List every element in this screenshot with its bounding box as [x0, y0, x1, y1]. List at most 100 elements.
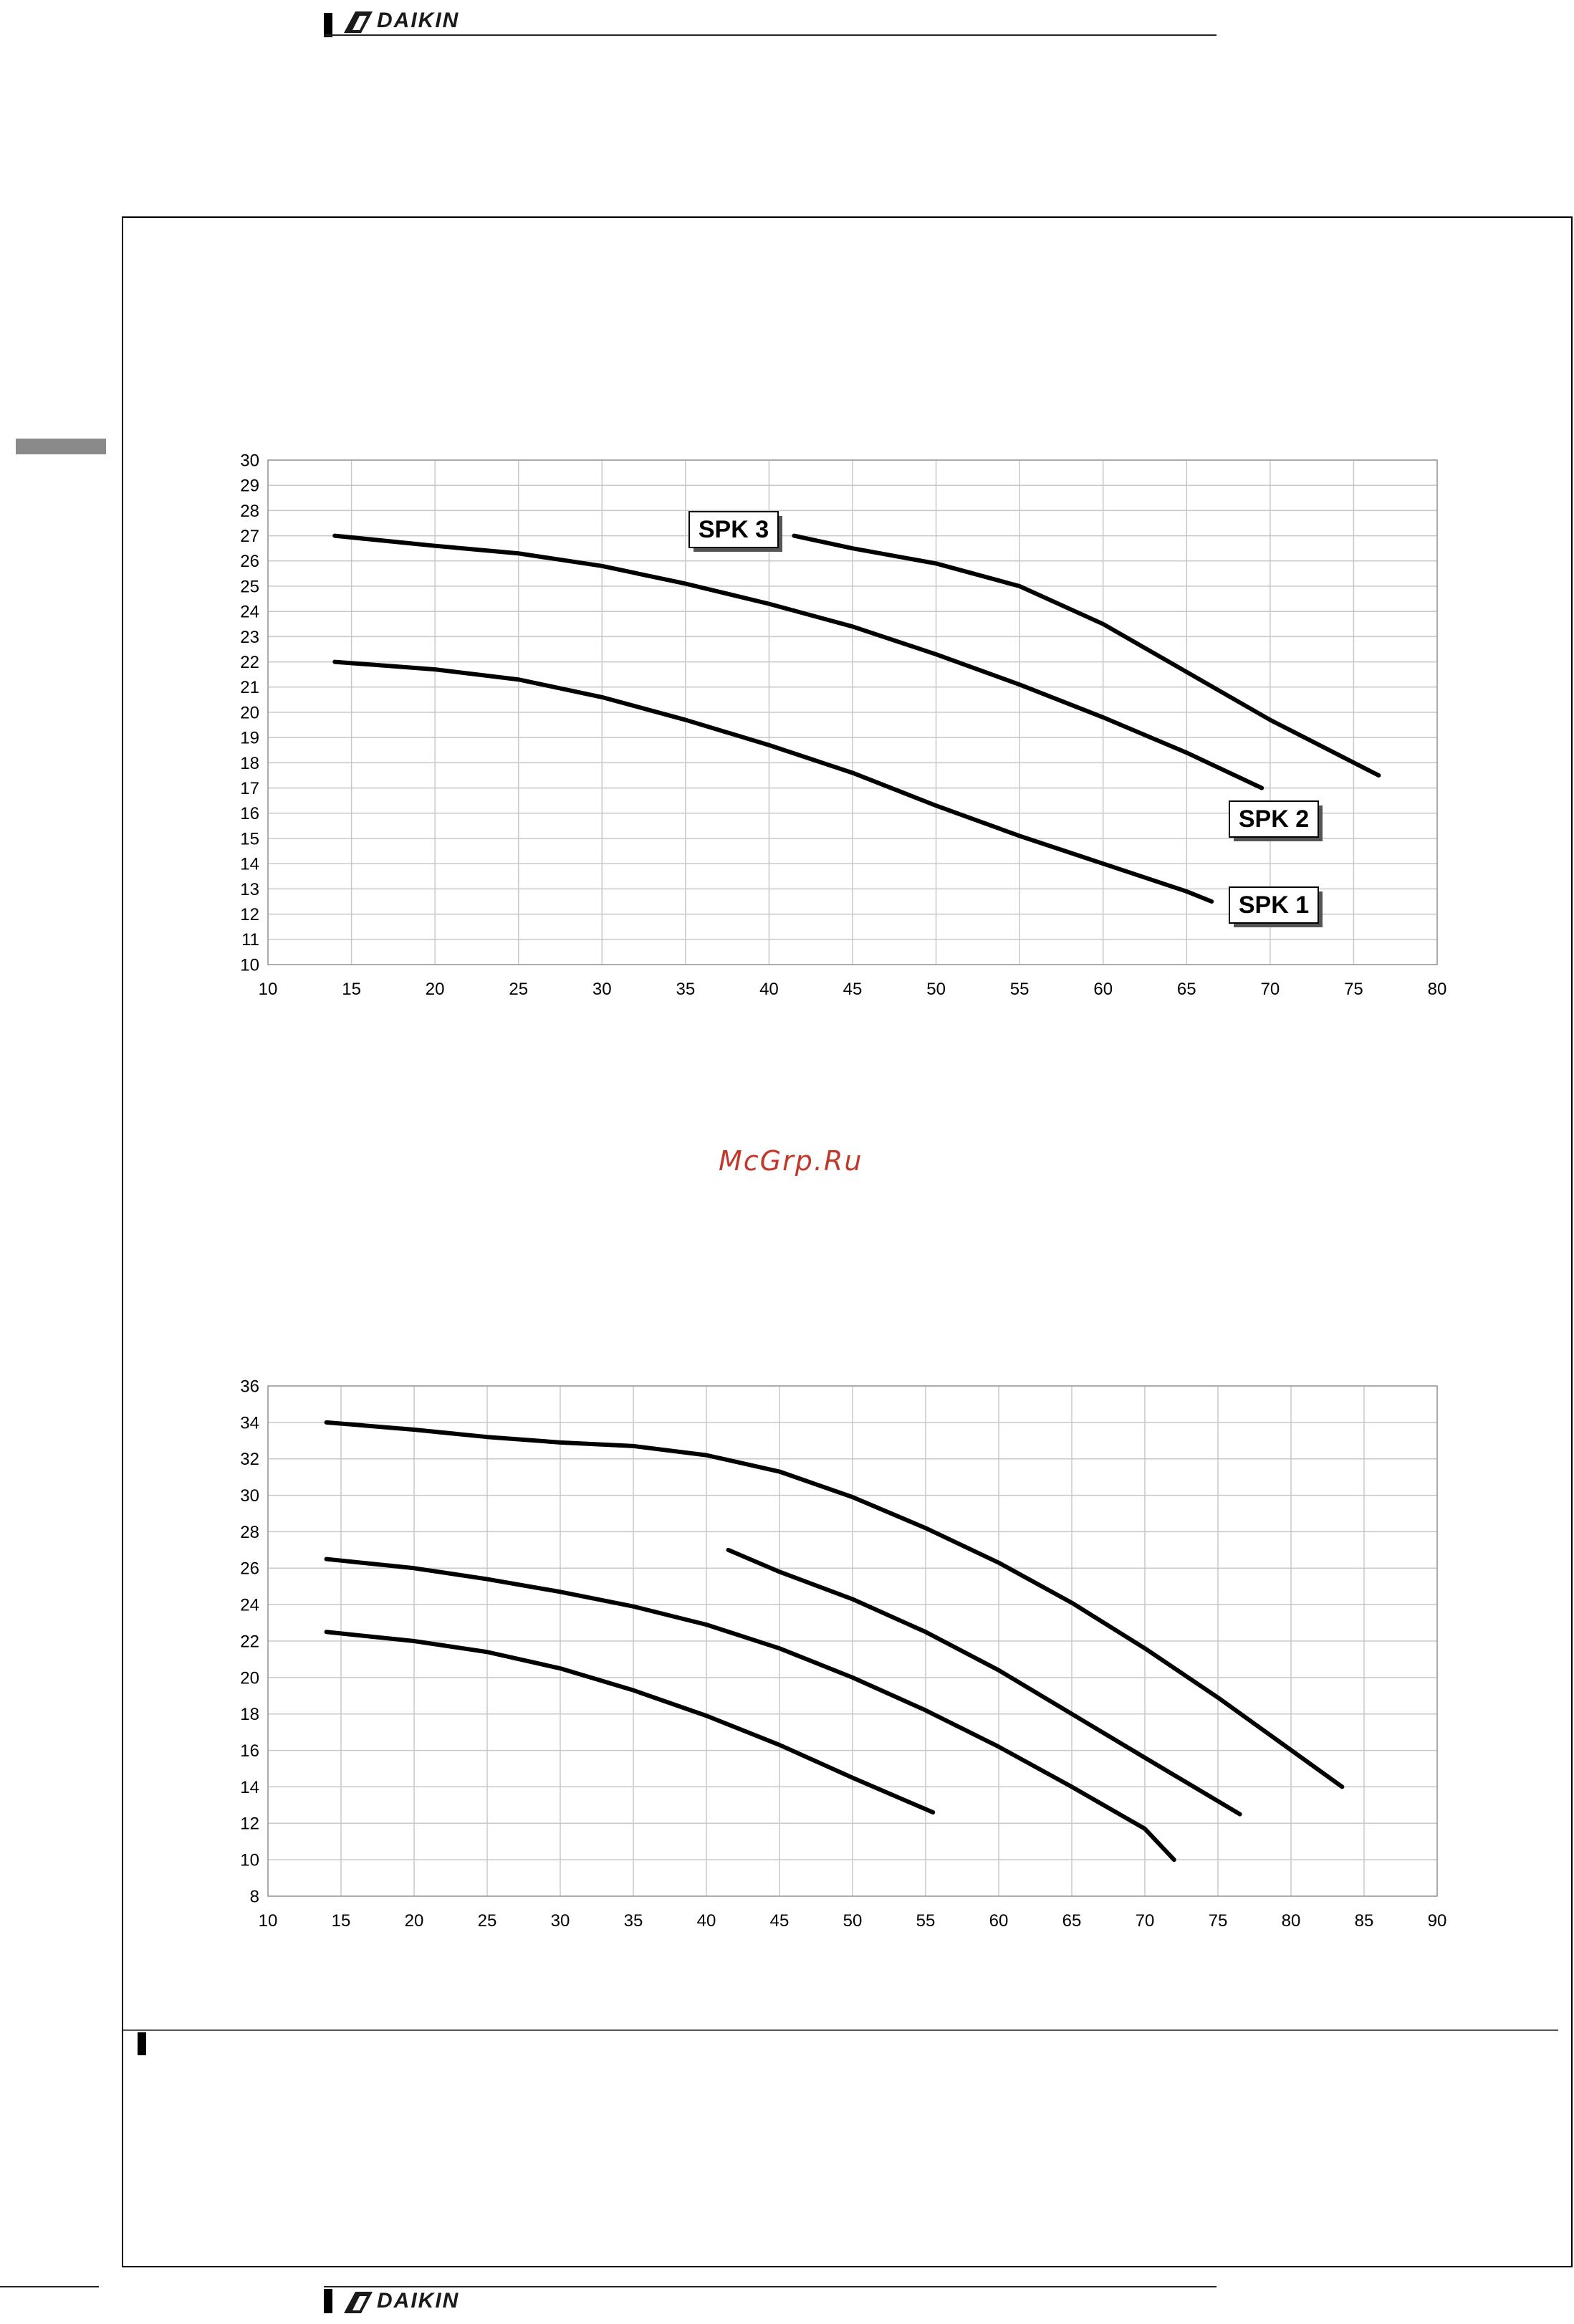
label-box: [1229, 800, 1319, 838]
label-text: SPK 3: [699, 516, 769, 543]
y-tick-label: 28: [240, 502, 259, 521]
y-tick-label: 12: [240, 1814, 259, 1834]
x-tick-label: 55: [1010, 980, 1030, 999]
x-tick-label: 70: [1261, 980, 1280, 999]
x-tick-label: 65: [1062, 1911, 1082, 1931]
y-tick-label: 23: [240, 628, 259, 647]
daikin-footer-logo-icon: [344, 2292, 373, 2313]
y-tick-label: 21: [240, 678, 259, 697]
x-tick-label: 40: [759, 980, 779, 999]
label-text: SPK 1: [1239, 891, 1309, 919]
y-tick-label: 36: [240, 1377, 259, 1396]
side-section-tab: [16, 439, 106, 454]
footer-brand-bar: [324, 2289, 332, 2313]
section-rule: [123, 2029, 1558, 2031]
series-line-dpk-2: [324, 1556, 1176, 1862]
footer-brand-name: DAIKIN: [377, 2289, 460, 2313]
series-label-spk-2: SPK 2: [1229, 800, 1323, 841]
y-tick-label: 11: [241, 930, 259, 950]
x-tick-label: 30: [551, 1911, 570, 1931]
plot-area-border: [267, 1385, 1438, 1897]
y-tick-label: 24: [240, 1596, 259, 1615]
x-tick-label: 75: [1209, 1911, 1228, 1931]
plot-area-border: [267, 459, 1438, 965]
x-tick-label: 25: [478, 1911, 497, 1931]
x-tick-label: 60: [989, 1911, 1009, 1931]
x-tick-label: 20: [405, 1911, 424, 1931]
x-tick-label: 10: [259, 1911, 278, 1931]
x-tick-label: 75: [1344, 980, 1363, 999]
header-brand-bar: [324, 13, 332, 37]
y-tick-label: 19: [240, 729, 259, 748]
watermark-text: McGrp.Ru: [719, 1145, 863, 1177]
x-tick-label: 80: [1282, 1911, 1301, 1931]
header-rule: [324, 34, 1217, 36]
y-tick-label: 8: [250, 1887, 259, 1906]
y-tick-label: 30: [240, 451, 259, 470]
y-tick-label: 14: [240, 855, 259, 874]
y-tick-label: 27: [240, 527, 259, 546]
daikin-logo-icon: [344, 11, 373, 33]
y-tick-label: 24: [240, 603, 259, 622]
y-tick-label: 20: [240, 703, 259, 722]
x-tick-label: 70: [1136, 1911, 1155, 1931]
y-tick-label: 29: [240, 477, 259, 496]
x-tick-label: 45: [770, 1911, 790, 1931]
x-tick-label: 50: [926, 980, 946, 999]
label-box: [1229, 886, 1319, 924]
x-tick-label: 10: [259, 980, 278, 999]
series-line-spk-3: [792, 533, 1381, 778]
y-tick-label: 18: [240, 754, 259, 773]
x-tick-label: 20: [426, 980, 445, 999]
series-line-dpk-1: [324, 1630, 936, 1815]
y-tick-label: 22: [240, 1632, 259, 1651]
y-tick-label: 25: [240, 577, 259, 596]
x-tick-label: 35: [624, 1911, 643, 1931]
y-tick-label: 32: [240, 1450, 259, 1469]
series-line-spk-1: [332, 659, 1214, 904]
y-tick-label: 16: [240, 1741, 259, 1761]
chart-grid: [267, 1385, 1438, 1897]
series-line-spk-2: [332, 533, 1265, 790]
x-tick-label: 40: [697, 1911, 716, 1931]
y-tick-label: 16: [240, 804, 259, 823]
content-frame: [122, 216, 1573, 2267]
series-line-dpk-4: [324, 1420, 1345, 1789]
section-marker-bar: [138, 2032, 146, 2055]
label-box: [688, 511, 779, 548]
y-tick-label: 20: [240, 1668, 259, 1688]
y-tick-label: 28: [240, 1523, 259, 1542]
x-tick-label: 15: [342, 980, 361, 999]
x-tick-label: 50: [843, 1911, 863, 1931]
y-tick-label: 18: [240, 1705, 259, 1724]
x-tick-label: 45: [843, 980, 863, 999]
header-brand-name: DAIKIN: [377, 9, 460, 32]
y-tick-label: 15: [240, 829, 259, 848]
label-text: SPK 2: [1239, 805, 1309, 833]
x-tick-label: 85: [1355, 1911, 1374, 1931]
x-tick-label: 30: [592, 980, 612, 999]
x-tick-label: 25: [509, 980, 528, 999]
y-tick-label: 17: [240, 779, 259, 798]
y-tick-label: 12: [240, 905, 259, 924]
y-tick-label: 30: [240, 1486, 259, 1506]
spk-pump-curve-chart: 10 15 20 25 30 35 40 45 50 55 60 65 70 75 80 10 11 12 13 14…: [240, 451, 1447, 999]
x-tick-label: 15: [332, 1911, 351, 1931]
y-tick-label: 26: [240, 552, 259, 571]
series-label-spk-1: SPK 1: [1229, 886, 1323, 927]
dpk-pump-curve-chart: 10 15 20 25 30 35 40 45 50 55 60 65 70 75 80 85 90810121…: [240, 1377, 1447, 1931]
x-tick-label: 35: [676, 980, 696, 999]
y-tick-label: 13: [240, 880, 259, 899]
y-tick-label: 14: [240, 1778, 259, 1797]
x-tick-label: 90: [1428, 1911, 1447, 1931]
series-line-dpk-3: [726, 1547, 1242, 1817]
y-tick-label: 10: [240, 955, 259, 975]
footer-left-rule: [0, 2286, 99, 2287]
x-tick-label: 80: [1428, 980, 1447, 999]
y-tick-label: 34: [240, 1413, 259, 1433]
y-tick-label: 22: [240, 653, 259, 672]
footer-rule: [324, 2286, 1217, 2287]
x-tick-label: 55: [916, 1911, 936, 1931]
y-tick-label: 26: [240, 1559, 259, 1579]
series-label-spk-3: SPK 3: [688, 511, 782, 552]
